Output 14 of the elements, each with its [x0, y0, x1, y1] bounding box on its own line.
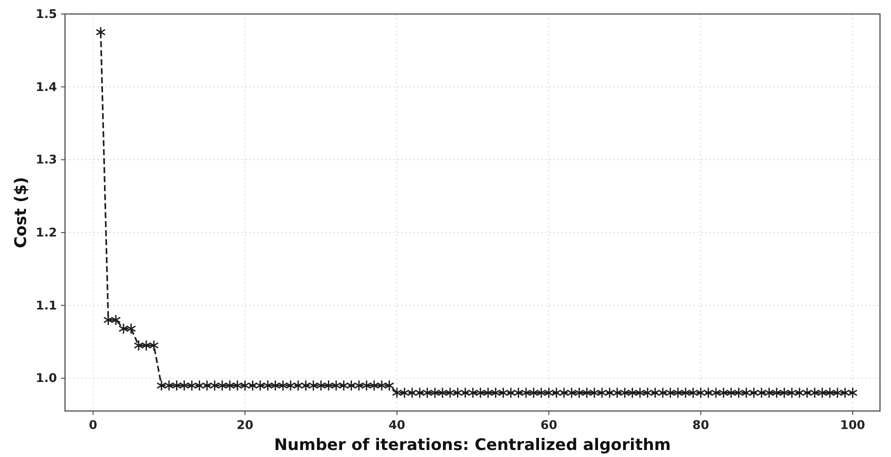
y-tick-label: 1.1 — [36, 298, 57, 312]
y-tick-label: 1.0 — [36, 371, 57, 386]
x-tick-label: 100 — [840, 418, 866, 432]
x-tick-label: 60 — [540, 418, 558, 432]
y-tick-label: 1.4 — [36, 80, 57, 94]
y-tick-label: 1.2 — [36, 226, 57, 240]
y-tick-label: 1.5 — [36, 7, 57, 21]
x-tick-label: 40 — [388, 418, 406, 432]
y-axis-title: Cost ($) — [11, 176, 30, 248]
x-axis-title: Number of iterations: Centralized algorithm — [274, 435, 671, 454]
x-tick-label: 0 — [88, 418, 98, 432]
x-tick-label: 80 — [692, 418, 710, 432]
x-tick-label: 20 — [236, 418, 254, 432]
y-tick-label: 1.3 — [36, 152, 57, 167]
